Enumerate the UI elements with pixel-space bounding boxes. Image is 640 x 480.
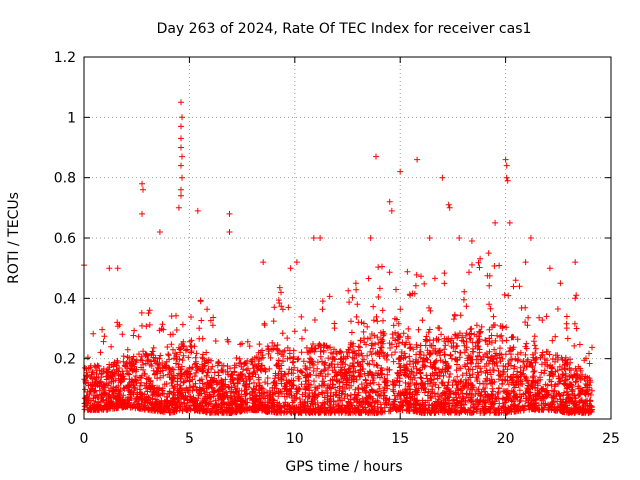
y-tick-label: 0.2 bbox=[54, 352, 76, 368]
x-tick-label: 20 bbox=[497, 431, 515, 447]
y-tick-label: 1.2 bbox=[54, 50, 76, 66]
x-tick-label: 15 bbox=[391, 431, 409, 447]
axis-ticks bbox=[83, 56, 612, 420]
x-tick-label: 0 bbox=[80, 431, 89, 447]
x-axis-label: GPS time / hours bbox=[285, 459, 402, 475]
y-axis-label: ROTI / TECUs bbox=[6, 192, 22, 284]
y-tick-label: 1 bbox=[67, 110, 76, 126]
y-tick-label: 0.6 bbox=[54, 231, 76, 247]
x-tick-label: 5 bbox=[185, 431, 194, 447]
grid-lines bbox=[84, 57, 611, 419]
x-tick-label: 10 bbox=[286, 431, 304, 447]
roti-data-points bbox=[81, 99, 595, 416]
y-tick-labels: 0 0.2 0.4 0.6 0.8 1 1.2 bbox=[54, 50, 76, 428]
y-tick-label: 0.8 bbox=[54, 171, 76, 187]
y-tick-label: 0 bbox=[67, 412, 76, 428]
chart-title: Day 263 of 2024, Rate Of TEC Index for r… bbox=[157, 21, 532, 37]
x-tick-labels: 0 5 10 15 20 25 bbox=[80, 431, 620, 447]
y-tick-label: 0.4 bbox=[54, 291, 76, 307]
x-tick-label: 25 bbox=[602, 431, 620, 447]
data-points bbox=[81, 99, 595, 416]
